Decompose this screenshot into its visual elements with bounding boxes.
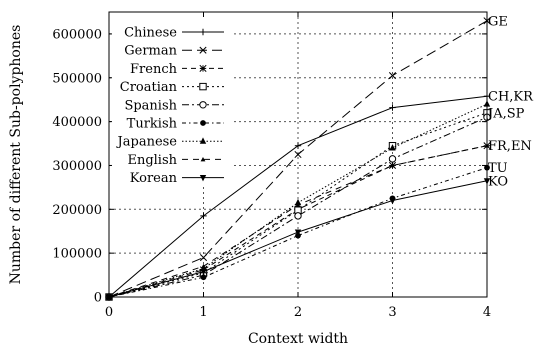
end-label: GE xyxy=(488,14,508,29)
data-point-chinese xyxy=(389,104,395,110)
legend-label-turkish: Turkish xyxy=(127,117,178,132)
data-point-german xyxy=(200,254,206,260)
y-tick-label: 300000 xyxy=(52,159,102,174)
legend-label-croatian: Croatian xyxy=(120,80,178,95)
data-point-spanish xyxy=(389,156,395,162)
y-tick-label: 0 xyxy=(94,291,102,306)
legend-label-spanish: Spanish xyxy=(124,98,177,113)
x-axis-title: Context width xyxy=(248,331,348,347)
x-tick-label: 1 xyxy=(199,305,207,320)
legend-label-korean: Korean xyxy=(130,171,178,186)
legend-marker-turkish xyxy=(200,120,206,126)
legend-label-japanese: Japanese xyxy=(116,135,178,150)
y-tick-label: 400000 xyxy=(52,115,102,130)
x-tick-label: 0 xyxy=(105,305,113,320)
legend-marker-spanish xyxy=(200,102,206,108)
y-tick-label: 600000 xyxy=(52,27,102,42)
y-tick-label: 100000 xyxy=(52,247,102,262)
legend-label-german: German xyxy=(124,44,177,59)
legend-label-chinese: Chinese xyxy=(124,26,177,41)
end-label: CH,KR xyxy=(488,90,534,105)
data-point-spanish xyxy=(295,213,301,219)
end-label: KO xyxy=(488,174,508,189)
x-tick-label: 3 xyxy=(388,305,396,320)
legend: Chinese German French Croatian Spanish Turkis… xyxy=(112,17,232,186)
end-label: FR,EN xyxy=(488,139,532,154)
legend-marker-croatian xyxy=(200,83,206,89)
y-tick-label: 200000 xyxy=(52,203,102,218)
y-tick-label: 500000 xyxy=(52,71,102,86)
legend-label-english: English xyxy=(127,153,177,168)
x-tick-label: 4 xyxy=(483,305,491,320)
legend-label-french: French xyxy=(130,62,178,77)
end-label: JA,SP xyxy=(486,106,525,121)
data-point-english xyxy=(201,264,206,268)
legend-marker-french xyxy=(200,65,206,71)
y-axis-title: Number of different Sub-polyphones xyxy=(8,25,24,285)
x-tick-label: 2 xyxy=(294,305,302,320)
